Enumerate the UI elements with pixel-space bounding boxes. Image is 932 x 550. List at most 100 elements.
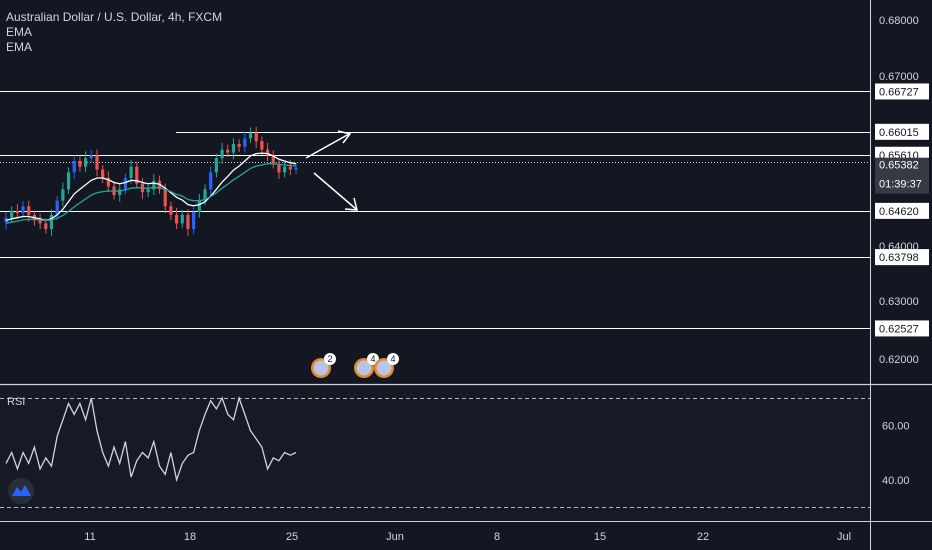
rsi-pane-bg xyxy=(0,386,870,520)
level-price-label: 0.66727 xyxy=(879,86,919,98)
rsi-line xyxy=(5,395,297,483)
event-count-badge xyxy=(387,353,399,365)
ema-label-2[interactable]: EMA xyxy=(6,40,33,54)
event-flag-inner xyxy=(313,360,329,376)
candle-body xyxy=(38,220,42,224)
candle-body xyxy=(55,200,59,215)
candle-body xyxy=(197,200,201,212)
candle-body xyxy=(294,167,298,170)
up-arrow-head xyxy=(337,130,352,144)
ema-slow-line xyxy=(5,163,297,224)
candle-body xyxy=(203,189,207,201)
candle-body xyxy=(163,189,167,207)
time-tick-label: 8 xyxy=(494,531,500,543)
candle-body xyxy=(123,178,128,190)
event-flag-inner xyxy=(356,360,372,376)
candle-body xyxy=(220,149,224,159)
candle-body xyxy=(49,214,54,229)
time-tick-label: 25 xyxy=(286,531,298,543)
candle-body xyxy=(15,210,19,214)
candle-body xyxy=(248,132,253,139)
candle-body xyxy=(169,206,173,215)
event-flag-inner xyxy=(376,360,392,376)
level-price-label: 0.64620 xyxy=(879,206,919,218)
candle-body xyxy=(277,163,281,173)
candle-body xyxy=(260,141,264,150)
time-tick-label: 11 xyxy=(84,531,95,543)
level-price-label: 0.62527 xyxy=(879,323,919,335)
time-tick-label: Jun xyxy=(386,531,404,543)
candle-body xyxy=(21,206,25,214)
time-tick-label: 22 xyxy=(697,531,709,543)
current-price-label: 0.65382 xyxy=(879,160,919,172)
level-price-box xyxy=(875,249,929,266)
candle-body xyxy=(27,206,31,215)
price-tick-label: 0.68000 xyxy=(879,15,919,27)
level-price-label: 0.66015 xyxy=(879,127,919,139)
ema-label-1[interactable]: EMA xyxy=(6,25,33,39)
rsi-tick-label: 60.00 xyxy=(882,420,910,432)
candle-body xyxy=(265,149,270,156)
down-arrow-line xyxy=(313,172,357,210)
time-tick-label: Jul xyxy=(837,531,851,543)
event-count-badge xyxy=(324,353,336,365)
current-price-box xyxy=(875,157,929,194)
candle-body xyxy=(174,214,179,224)
price-tick-label: 0.63000 xyxy=(879,296,919,308)
candle-body xyxy=(237,144,241,147)
level-price-box xyxy=(875,320,929,337)
time-tick-label: 18 xyxy=(184,531,196,543)
candle-body xyxy=(106,178,110,187)
candle-body xyxy=(214,158,218,173)
candle-body xyxy=(10,210,14,218)
down-arrow-head xyxy=(344,197,358,211)
rsi-tick-label: 40.00 xyxy=(882,475,910,487)
candle-body xyxy=(152,180,156,190)
candle-body xyxy=(157,180,162,190)
candle-body xyxy=(283,166,287,173)
candle-body xyxy=(72,161,76,173)
candle-body xyxy=(226,149,230,153)
candle-body xyxy=(146,189,150,193)
rsi-label[interactable]: RSI xyxy=(7,396,26,408)
candle-body xyxy=(209,172,213,190)
candle-body xyxy=(84,158,88,167)
ema-fast-line xyxy=(5,152,297,222)
candle-body xyxy=(118,189,122,195)
candle-body xyxy=(180,214,184,224)
candle-body xyxy=(271,155,275,164)
tradingview-logo-mark xyxy=(12,485,31,496)
level-price-box xyxy=(875,202,929,219)
candle-body xyxy=(243,138,247,147)
candle-body xyxy=(95,155,99,170)
candle-body xyxy=(192,212,196,229)
time-tick-label: 15 xyxy=(594,531,606,543)
candle-body xyxy=(78,161,82,167)
candle-body xyxy=(254,132,258,142)
level-price-box xyxy=(875,123,929,140)
candle-body xyxy=(135,166,139,184)
level-price-box xyxy=(875,83,929,100)
event-count: 4 xyxy=(390,354,395,364)
candle-body xyxy=(44,223,48,229)
candle-body xyxy=(101,169,105,178)
price-tick-label: 0.67000 xyxy=(879,71,919,83)
candle-body xyxy=(89,155,93,159)
candle-body xyxy=(288,166,292,170)
candle-body xyxy=(66,172,71,190)
candle-body xyxy=(129,166,133,178)
price-tick-label: 0.62000 xyxy=(879,354,919,366)
candle-body xyxy=(186,214,190,229)
level-price-label: 0.63798 xyxy=(879,252,919,264)
event-count: 4 xyxy=(370,354,375,364)
candle-body xyxy=(231,144,236,153)
tradingview-logo-icon xyxy=(8,478,34,504)
countdown-label: 01:39:37 xyxy=(879,179,922,191)
symbol-title[interactable]: Australian Dollar / U.S. Dollar, 4h, FXC… xyxy=(6,10,223,24)
candle-body xyxy=(61,189,65,201)
legend: Australian Dollar / U.S. Dollar, 4h, FXC… xyxy=(6,10,222,55)
up-arrow-line xyxy=(305,133,350,159)
event-count: 2 xyxy=(327,354,332,364)
